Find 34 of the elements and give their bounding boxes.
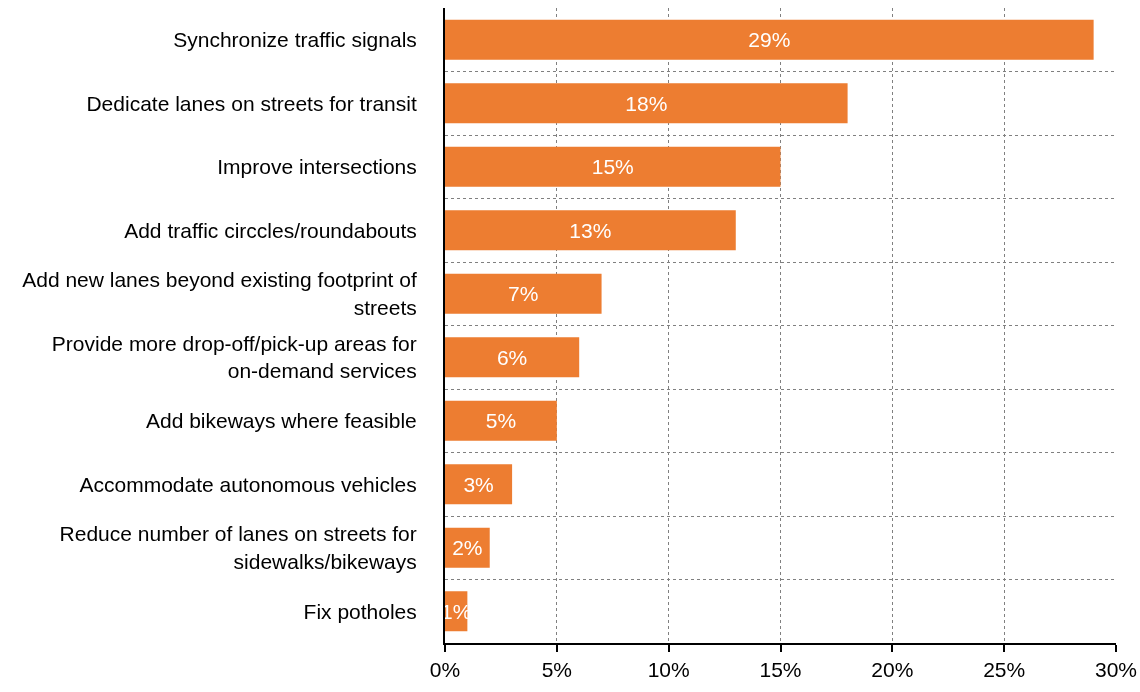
x-tick-label: 20%	[871, 658, 914, 682]
data-label: 6%	[496, 345, 528, 369]
y-tick-label: Improve intersections	[217, 155, 417, 179]
bar	[445, 337, 580, 378]
data-label: 7%	[508, 282, 539, 306]
y-tick-label: Provide more drop-off/pick-up areas for on-demand services	[51, 331, 417, 383]
data-label: 5%	[485, 409, 517, 433]
y-tick-label: Dedicate lanes on streets for transit	[86, 91, 417, 115]
bar	[445, 400, 557, 441]
x-tick-label: 15%	[759, 658, 802, 682]
y-tick-label: Add bikeways where feasible	[145, 409, 417, 433]
data-label: 15%	[591, 155, 634, 179]
x-tick-label: 25%	[983, 658, 1026, 682]
x-tick-label: 5%	[541, 658, 573, 682]
y-tick-label: Accommodate autonomous vehicles	[79, 472, 417, 496]
bar	[445, 464, 513, 505]
x-tick-label: 0%	[429, 658, 461, 682]
x-tick-label: 30%	[1094, 658, 1138, 682]
data-label: 2%	[452, 536, 483, 560]
bar	[445, 83, 848, 124]
y-tick-label: Add traffic circcles/roundabouts	[124, 218, 417, 242]
y-tick-label: Reduce number of lanes on streets for sidewalks/bikeways	[59, 522, 417, 573]
bar	[445, 210, 736, 251]
y-tick-label: Fix potholes	[303, 599, 417, 623]
data-label: 18%	[625, 91, 668, 115]
bar	[445, 273, 602, 314]
bar	[445, 19, 1094, 60]
data-label: 13%	[569, 218, 612, 242]
data-label: 3%	[463, 472, 494, 496]
y-tick-label: Synchronize traffic signals	[173, 28, 417, 52]
y-tick-label: Add new lanes beyond existing footprint of streets	[22, 268, 417, 319]
bar	[445, 146, 781, 187]
x-tick-label: 10%	[647, 658, 690, 682]
data-label: 29%	[748, 28, 791, 52]
